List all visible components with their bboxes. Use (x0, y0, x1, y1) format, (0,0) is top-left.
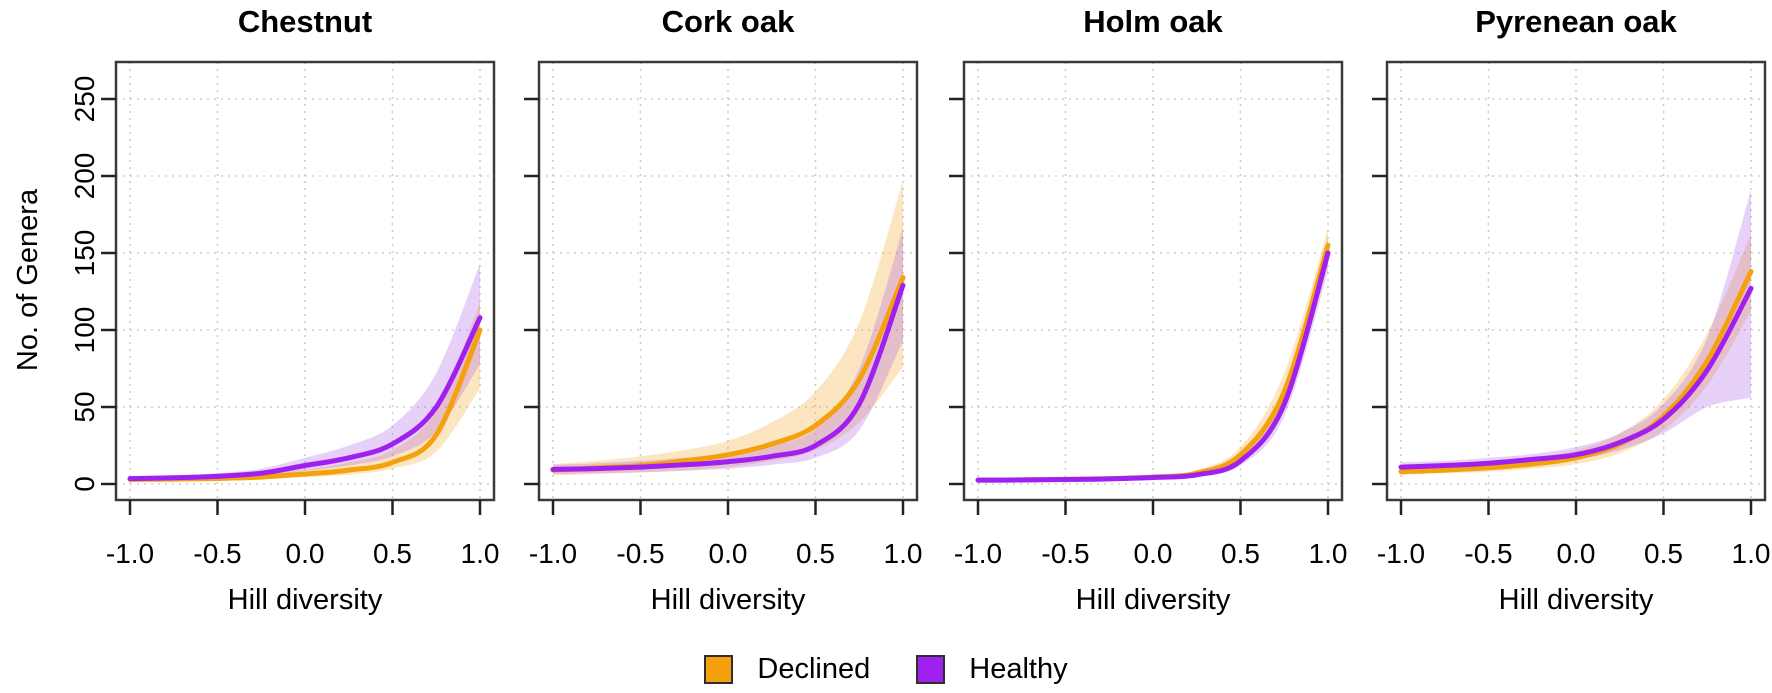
x-tick-label: -1.0 (105, 538, 155, 569)
x-tick-label: 0.5 (373, 538, 412, 569)
x-tick-label: 0.0 (285, 538, 325, 569)
grid (116, 62, 494, 500)
axis-ticks (1372, 97, 1753, 515)
plot-area-svg-cork-oak (524, 60, 919, 515)
y-tick-label: 200 (69, 152, 100, 200)
y-axis-title: No. of Genera (12, 188, 44, 372)
legend-item-declined: Declined (704, 652, 870, 686)
legend-swatch-declined (704, 654, 734, 684)
y-tick-label: 250 (69, 75, 100, 123)
x-tick-label: 1.0 (1731, 538, 1771, 569)
legend-label-declined: Declined (757, 653, 871, 685)
x-tick-label: 0.0 (708, 538, 748, 569)
confidence-band-healthy (130, 263, 480, 481)
plot-area-svg-pyrenean-oak (1372, 60, 1767, 515)
legend-label-healthy: Healthy (969, 653, 1068, 685)
x-tick-label: 0.0 (1133, 538, 1173, 569)
x-tick-label: 0.0 (1556, 538, 1596, 569)
x-tick-label: -0.5 (1041, 538, 1090, 569)
line-healthy (1398, 285, 1754, 470)
x-tick-label: 0.5 (1644, 538, 1683, 569)
panel-title-holm-oak: Holm oak (1083, 4, 1223, 39)
line-declined (1398, 269, 1754, 475)
x-tick-label: 1.0 (460, 538, 500, 569)
x-axis-title: Hill diversity (1498, 584, 1654, 616)
confidence-band-declined (1401, 234, 1751, 475)
axis-ticks (101, 97, 482, 515)
y-tick-label: 100 (69, 306, 100, 354)
y-tick-label: 0 (69, 476, 100, 492)
panel-title-pyrenean-oak: Pyrenean oak (1475, 4, 1677, 39)
x-tick-label: 0.5 (796, 538, 835, 569)
x-axis-title: Hill diversity (650, 584, 806, 616)
axis-ticks (524, 97, 905, 515)
legend-item-healthy: Healthy (916, 652, 1068, 686)
line-healthy (550, 282, 906, 472)
confidence-band-healthy (978, 237, 1328, 481)
line-healthy (975, 250, 1331, 483)
x-tick-label: 1.0 (883, 538, 923, 569)
line-healthy (127, 315, 483, 482)
panel-title-cork-oak: Cork oak (661, 4, 795, 39)
x-tick-label: -1.0 (528, 538, 578, 569)
grid (1387, 62, 1765, 500)
x-tick-label: -0.5 (1464, 538, 1513, 569)
confidence-band-declined (553, 180, 903, 476)
x-tick-label: -1.0 (953, 538, 1003, 569)
legend: Declined Healthy (0, 649, 1772, 689)
plot-area-svg-chestnut (101, 60, 496, 515)
y-tick-label: 150 (69, 229, 100, 277)
grid (964, 62, 1342, 500)
x-tick-label: -1.0 (1376, 538, 1426, 569)
x-axis-title: Hill diversity (1075, 584, 1231, 616)
x-tick-label: -0.5 (616, 538, 665, 569)
x-axis-title: Hill diversity (227, 584, 383, 616)
x-tick-label: -0.5 (193, 538, 242, 569)
y-tick-label: 50 (69, 391, 100, 423)
plot-area-svg-holm-oak (949, 60, 1344, 515)
panel-title-chestnut: Chestnut (237, 4, 373, 39)
x-tick-label: 1.0 (1308, 538, 1348, 569)
grid (539, 62, 917, 500)
axis-ticks (949, 97, 1330, 515)
x-tick-label: 0.5 (1221, 538, 1260, 569)
legend-swatch-healthy (916, 654, 946, 684)
